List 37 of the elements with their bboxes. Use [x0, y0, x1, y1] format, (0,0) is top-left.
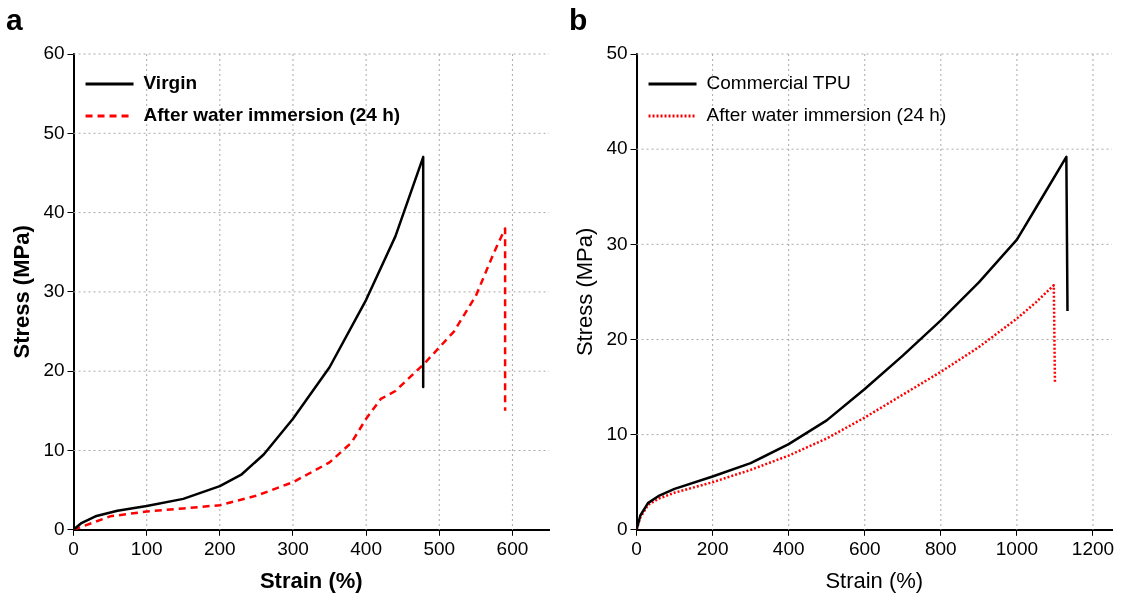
y-tick-label: 40	[606, 137, 628, 159]
y-tick-label: 10	[606, 422, 628, 444]
x-tick-label: 100	[130, 538, 163, 560]
y-axis-title: Stress (MPa)	[572, 227, 598, 357]
x-axis-title: Strain (%)	[825, 567, 924, 593]
x-tick-label: 500	[423, 538, 456, 560]
x-tick-label: 1000	[995, 538, 1039, 560]
y-tick-label: 50	[606, 42, 628, 64]
legend-label: Virgin	[143, 72, 198, 94]
legend-label: After water immersion (24 h)	[706, 104, 947, 126]
x-tick-label: 200	[696, 538, 729, 560]
y-tick-label: 30	[43, 280, 65, 302]
legend-label: Commercial TPU	[706, 72, 851, 94]
y-tick-label: 20	[43, 359, 65, 381]
x-axis-title: Strain (%)	[259, 567, 363, 593]
x-tick-label: 400	[350, 538, 382, 560]
x-tick-label: 800	[924, 538, 957, 560]
chart-title: b	[569, 3, 588, 37]
x-tick-label: 1200	[1071, 538, 1115, 560]
x-tick-label: 0	[68, 538, 79, 560]
y-tick-label: 40	[43, 200, 65, 222]
chart-title: a	[6, 3, 23, 37]
legend-label: After water immersion (24 h)	[143, 104, 401, 126]
y-tick-label: 30	[606, 232, 628, 254]
y-tick-label: 0	[616, 518, 628, 540]
x-tick-label: 600	[848, 538, 881, 560]
y-tick-label: 10	[43, 438, 65, 460]
x-tick-label: 0	[631, 538, 642, 560]
y-tick-label: 50	[43, 121, 65, 143]
x-tick-label: 200	[203, 538, 236, 560]
x-tick-label: 300	[277, 538, 309, 560]
x-tick-label: 600	[496, 538, 529, 560]
y-tick-label: 60	[43, 42, 65, 64]
y-tick-label: 20	[606, 327, 628, 349]
y-tick-label: 0	[53, 518, 65, 540]
y-axis-title: Stress (MPa)	[9, 225, 35, 359]
x-tick-label: 400	[772, 538, 805, 560]
